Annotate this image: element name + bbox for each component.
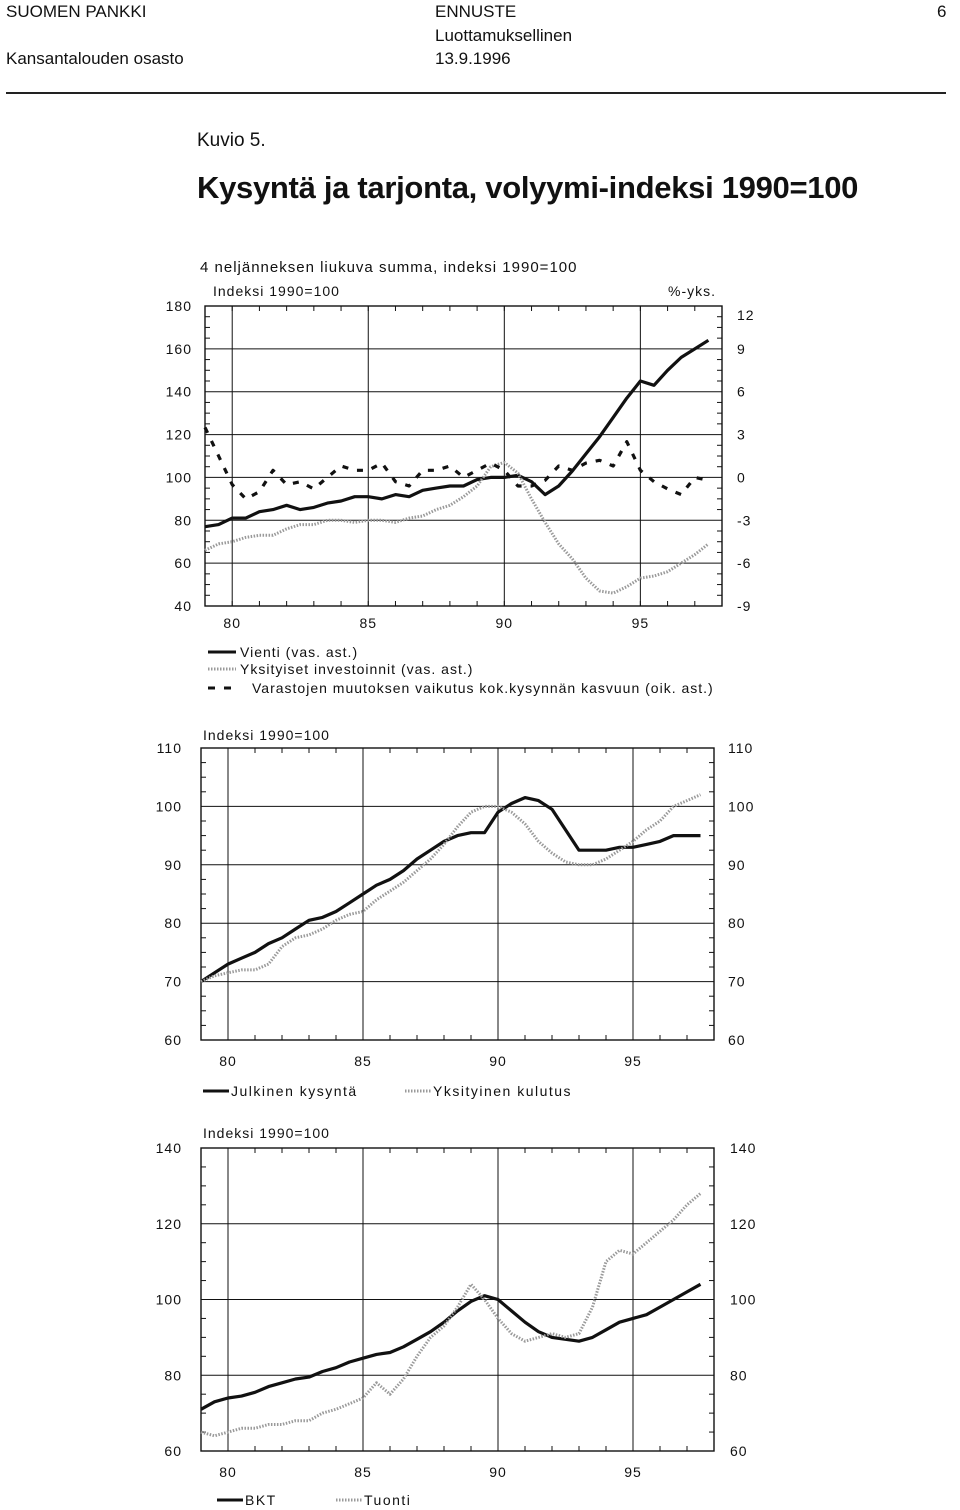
x-tick-label: 95 bbox=[624, 1053, 642, 1069]
y-right-tick-label: 9 bbox=[737, 341, 746, 357]
page-number: 6 bbox=[937, 2, 947, 21]
y-tick-label: 140 bbox=[166, 384, 192, 400]
y-right-tick-label: 60 bbox=[728, 1032, 746, 1048]
y-tick-label: 110 bbox=[157, 740, 182, 756]
x-tick-label: 95 bbox=[632, 615, 650, 631]
y-tick-label: 180 bbox=[166, 298, 192, 314]
y-right-tick-label: -3 bbox=[737, 512, 751, 528]
header-rule bbox=[6, 92, 946, 94]
y-right-tick-label: 12 bbox=[737, 307, 755, 323]
legend: Julkinen kysyntä Yksityinen kulutus bbox=[203, 1083, 572, 1099]
right-axis-unit: %-yks. bbox=[668, 283, 716, 299]
y-tick-label: 100 bbox=[156, 798, 182, 814]
y-tick-label: 160 bbox=[166, 341, 192, 357]
legend-label-gdp: BKT bbox=[245, 1492, 277, 1508]
chart-public-private-demand: Indeksi 1990=100 60 70 80 90 100 110 60 70 80 90 1… bbox=[156, 727, 754, 1099]
series-line-2 bbox=[200, 1192, 702, 1438]
chart-gdp-imports: Indeksi 1990=100 60 80 100 120 140 60 80 100 120… bbox=[156, 1125, 756, 1508]
x-tick-label: 90 bbox=[496, 615, 514, 631]
series-line-1 bbox=[204, 338, 710, 529]
chart-exports-investments: 4 neljänneksen liukuva summa, indeksi 19… bbox=[166, 259, 755, 696]
x-tick-label: 80 bbox=[223, 615, 241, 631]
x-tick-label: 80 bbox=[219, 1464, 237, 1480]
y-right-tick-label: 110 bbox=[728, 740, 753, 756]
document-type: ENNUSTE bbox=[435, 2, 517, 21]
y-right-tick-label: 120 bbox=[730, 1216, 756, 1232]
y-right-tick-label: 0 bbox=[737, 469, 746, 485]
left-axis-unit: Indeksi 1990=100 bbox=[213, 283, 340, 299]
y-tick-label: 100 bbox=[166, 469, 192, 485]
y-right-tick-label: -6 bbox=[737, 555, 751, 571]
series-line-3 bbox=[203, 426, 709, 501]
y-tick-label: 100 bbox=[156, 1292, 182, 1308]
x-tick-label: 85 bbox=[354, 1464, 372, 1480]
legend: BKT Tuonti bbox=[217, 1492, 411, 1508]
legend-label-investments: Yksityiset investoinnit (vas. ast.) bbox=[240, 661, 473, 677]
x-tick-label: 85 bbox=[359, 615, 377, 631]
y-tick-label: 120 bbox=[166, 427, 192, 443]
y-tick-label: 80 bbox=[164, 915, 182, 931]
y-tick-label: 80 bbox=[174, 512, 192, 528]
figure-label: Kuvio 5. bbox=[197, 130, 266, 151]
x-tick-label: 90 bbox=[489, 1053, 507, 1069]
x-tick-label: 95 bbox=[624, 1464, 642, 1480]
y-tick-label: 90 bbox=[164, 857, 182, 873]
y-tick-label: 60 bbox=[164, 1443, 182, 1459]
chart-title: 4 neljänneksen liukuva summa, indeksi 19… bbox=[200, 259, 577, 276]
y-tick-label: 60 bbox=[174, 555, 192, 571]
figure-title: Kysyntä ja tarjonta, volyymi-indeksi 199… bbox=[197, 170, 859, 205]
plot-frame bbox=[204, 305, 723, 607]
y-tick-label: 80 bbox=[164, 1367, 182, 1383]
x-tick-label: 85 bbox=[354, 1053, 372, 1069]
legend-label-imports: Tuonti bbox=[364, 1492, 411, 1508]
left-axis-unit: Indeksi 1990=100 bbox=[203, 727, 330, 743]
y-right-tick-label: 3 bbox=[737, 427, 746, 443]
series-line-2 bbox=[204, 460, 710, 595]
y-tick-label: 70 bbox=[164, 974, 182, 990]
y-right-tick-label: 70 bbox=[728, 974, 746, 990]
series-line-2 bbox=[200, 793, 702, 983]
y-right-tick-label: 80 bbox=[728, 915, 746, 931]
y-tick-label: 40 bbox=[174, 598, 192, 614]
y-right-tick-label: 80 bbox=[730, 1367, 748, 1383]
plot-frame bbox=[200, 747, 715, 1041]
left-axis-unit: Indeksi 1990=100 bbox=[203, 1125, 330, 1141]
y-right-tick-label: 60 bbox=[730, 1443, 748, 1459]
y-tick-label: 120 bbox=[156, 1216, 182, 1232]
legend-label-public: Julkinen kysyntä bbox=[231, 1083, 358, 1099]
org-name: SUOMEN PANKKI bbox=[6, 2, 147, 21]
legend: Vienti (vas. ast.) Yksityiset investoinn… bbox=[208, 644, 714, 696]
series-line-1 bbox=[200, 795, 701, 983]
y-tick-label: 60 bbox=[164, 1032, 182, 1048]
department-name: Kansantalouden osasto bbox=[6, 49, 184, 68]
y-tick-label: 140 bbox=[156, 1140, 182, 1156]
legend-label-private: Yksityinen kulutus bbox=[433, 1083, 572, 1099]
y-right-tick-label: 100 bbox=[728, 798, 754, 814]
classification: Luottamuksellinen bbox=[435, 26, 573, 45]
legend-label-exports: Vienti (vas. ast.) bbox=[240, 644, 358, 660]
y-right-tick-label: 100 bbox=[730, 1292, 756, 1308]
legend-label-inventories: Varastojen muutoksen vaikutus kok.kysynn… bbox=[252, 680, 714, 696]
y-right-tick-label: 90 bbox=[728, 857, 746, 873]
y-right-tick-label: -9 bbox=[737, 598, 751, 614]
x-tick-label: 80 bbox=[219, 1053, 237, 1069]
y-right-tick-label: 6 bbox=[737, 384, 746, 400]
y-right-tick-label: 140 bbox=[730, 1140, 756, 1156]
x-tick-label: 90 bbox=[489, 1464, 507, 1480]
document-date: 13.9.1996 bbox=[435, 49, 511, 68]
series-line-1 bbox=[200, 1282, 702, 1411]
